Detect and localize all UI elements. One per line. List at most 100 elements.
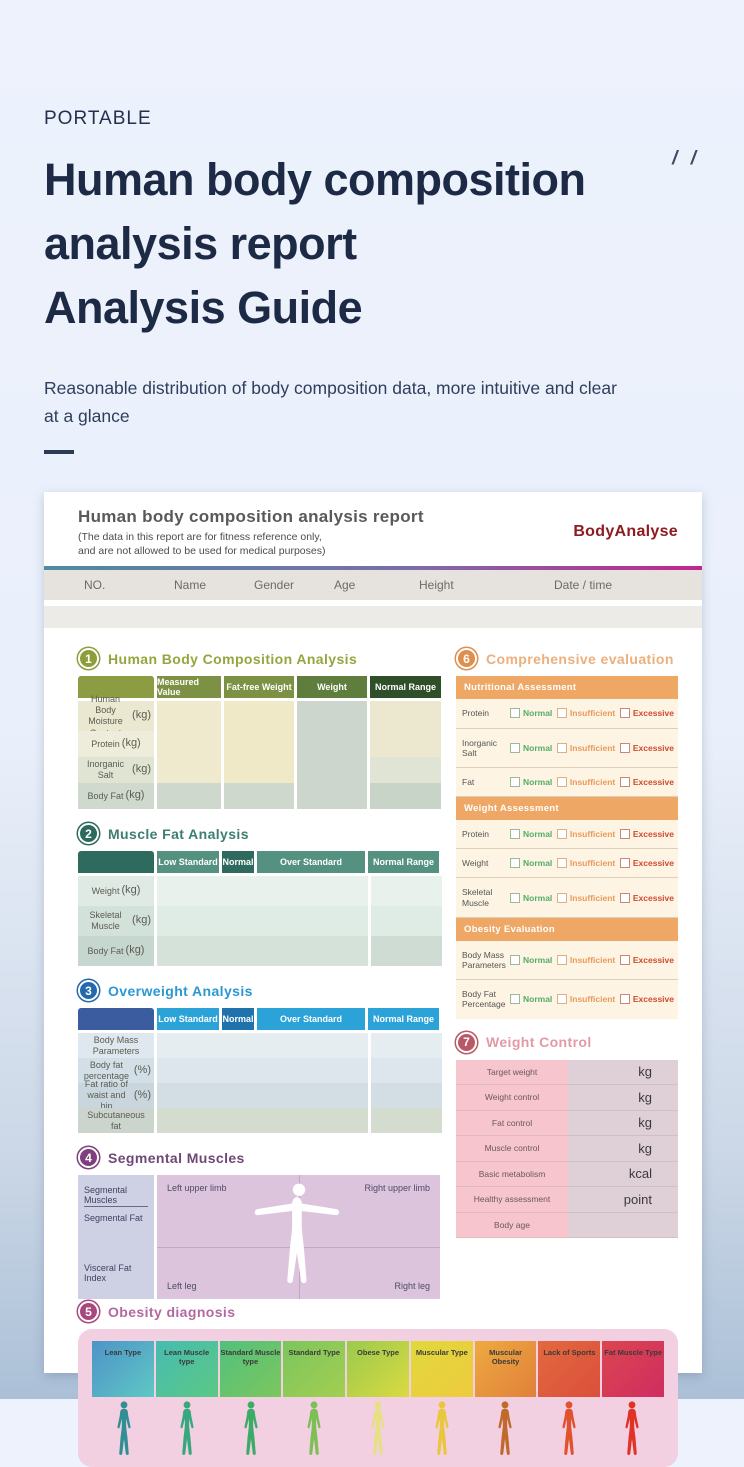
gradient-divider <box>44 566 702 571</box>
eval-row-protein2: Protein Normal Insufficient Excessive <box>456 820 678 850</box>
row-protein: Protein (kg) <box>78 731 154 758</box>
checkbox-insufficient: Insufficient <box>556 777 615 787</box>
eval-row-protein: Protein Normal Insufficient Excessive <box>456 699 678 729</box>
page-title-line3: Analysis Guide <box>44 281 363 333</box>
section2-body: Weight (kg) Skeletal Muscle (kg) Body Fat(… <box>78 876 442 967</box>
person-figure-icon <box>301 1401 327 1457</box>
field-gender: Gender <box>254 578 295 593</box>
checkbox-normal: Normal <box>510 994 552 1005</box>
section6-number: 6 <box>456 648 477 670</box>
section2-header-row: Low Standard Normal Over Standard Normal… <box>78 851 440 874</box>
section-overweight: 3 Overweight Analysis Low Standard Norma… <box>78 980 442 1134</box>
tile-standard-muscle: Standard Muscle type <box>219 1341 282 1398</box>
obesity-figures <box>92 1401 664 1457</box>
row-body-fat: Body Fat (kg) <box>78 783 154 810</box>
tile-muscular-obesity: Muscular Obesity <box>474 1341 537 1398</box>
section5-number: 5 <box>78 1301 99 1323</box>
label-left-upper-limb: Left upper limb <box>167 1183 227 1194</box>
section7-title: Weight Control <box>486 1034 592 1051</box>
section3-header-row: Low Standard Normal Over Standard Normal… <box>78 1008 440 1031</box>
report-title: Human body composition analysis report <box>78 507 424 526</box>
band-nutritional: Nutritional Assessment <box>456 676 678 700</box>
col-normal: Normal <box>222 851 254 874</box>
cells-fat-free-weight <box>224 701 294 810</box>
tile-standard: Standard Type <box>283 1341 346 1398</box>
checkbox-insufficient: Insufficient <box>556 858 615 869</box>
report-disclaimer: (The data in this report are for fitness… <box>78 530 424 558</box>
tile-fat-muscle: Fat Muscle Type <box>602 1341 665 1398</box>
checkbox-normal: Normal <box>510 742 552 753</box>
row-inorganic-salt: Inorganic Salt (kg) <box>78 757 154 784</box>
checkbox-normal: Normal <box>510 829 552 840</box>
section7-number: 7 <box>456 1031 477 1053</box>
checkbox-normal: Normal <box>510 858 552 869</box>
person-tpose-icon <box>251 1179 347 1287</box>
field-name: Name <box>174 578 207 593</box>
cells-normal-range <box>370 701 441 810</box>
label-right-leg: Right leg <box>394 1281 430 1292</box>
row-body-fat: Body Fat (kg) <box>78 936 154 967</box>
cells-measured-value <box>157 701 221 810</box>
checkbox-excessive: Excessive <box>619 858 674 869</box>
section-weight-control: 7 Weight Control Target weight kg Weight … <box>456 1031 678 1239</box>
checkbox-normal: Normal <box>510 955 552 966</box>
checkbox-normal: Normal <box>510 777 552 787</box>
decor-slashes: / / <box>672 148 700 169</box>
field-age: Age <box>334 578 356 593</box>
section2-number: 2 <box>78 823 99 845</box>
section6-title: Comprehensive evaluation <box>486 650 674 667</box>
section-obesity-diagnosis: 5 Obesity diagnosis Lean Type Lean Muscl… <box>78 1301 678 1467</box>
person-figure-icon <box>238 1401 264 1457</box>
section3-number: 3 <box>78 980 99 1002</box>
section-evaluation: 6 Comprehensive evaluation Nutritional A… <box>456 648 678 1019</box>
page-title-line2: analysis report <box>44 217 357 269</box>
col-normal-range: Normal Range <box>368 1008 439 1031</box>
checkbox-excessive: Excessive <box>619 892 674 903</box>
obesity-tiles: Lean Type Lean Muscle type Standard Musc… <box>92 1341 665 1398</box>
label-right-upper-limb: Right upper limb <box>364 1183 430 1194</box>
evaluation-panel: Nutritional Assessment Protein Normal In… <box>456 676 678 1019</box>
segmental-diagram: Left upper limb Right upper limb Left le… <box>157 1175 440 1300</box>
col-over-standard: Over Standard <box>257 851 365 874</box>
checkbox-insufficient: Insufficient <box>556 708 615 719</box>
eval-row-bmi: Body Mass Parameters Normal Insufficient… <box>456 941 678 981</box>
section3-title: Overweight Analysis <box>108 982 253 999</box>
row-weight-control: Weight control kg <box>456 1085 678 1111</box>
eval-row-skeletal-muscle: Skeletal Muscle Normal Insufficient Exce… <box>456 878 678 918</box>
section1-title: Human Body Composition Analysis <box>108 650 358 667</box>
left-column: 1 Human Body Composition Analysis Measur… <box>78 640 442 1300</box>
label-segmental-muscles: Segmental Muscles <box>84 1185 148 1208</box>
col-normal-range: Normal Range <box>370 676 441 699</box>
tile-lack-of-sports: Lack of Sports <box>538 1341 601 1398</box>
row-waist-hip: Fat ratio of waist and hip (%) <box>78 1079 154 1111</box>
cells-standard-range <box>157 876 368 967</box>
row-fat-control: Fat control kg <box>456 1110 678 1137</box>
checkbox-normal: Normal <box>510 708 552 719</box>
checkbox-normal: Normal <box>510 892 552 903</box>
brand-logo: BodyAnalyse <box>573 523 678 540</box>
field-datetime: Date / time <box>554 578 613 593</box>
col-normal: Normal <box>222 1008 254 1031</box>
tile-lean-type: Lean Type <box>92 1341 154 1398</box>
label-segmental-fat: Segmental Fat <box>84 1213 143 1224</box>
row-target-weight: Target weight kg <box>456 1059 678 1086</box>
row-bmi: Body Mass Parameters <box>78 1033 154 1059</box>
right-column: 6 Comprehensive evaluation Nutritional A… <box>456 640 678 1291</box>
eyebrow: PORTABLE <box>44 108 152 129</box>
field-no: NO. <box>84 578 106 593</box>
col-normal-range: Normal Range <box>368 851 439 874</box>
checkbox-excessive: Excessive <box>619 708 674 719</box>
col-measured-value: Measured Value <box>157 676 221 699</box>
cells-normal-range <box>371 1033 442 1134</box>
col-low-standard: Low Standard <box>157 1008 219 1031</box>
report-card: Human body composition analysis report (… <box>44 492 702 1467</box>
hero-subtitle: Reasonable distribution of body composit… <box>44 377 617 426</box>
eval-row-inorganic-salt: Inorganic Salt Normal Insufficient Exces… <box>456 729 678 768</box>
row-body-fat-pct: Body fat percentage (%) <box>78 1058 154 1084</box>
section4-title: Segmental Muscles <box>108 1149 245 1166</box>
section3-body: Body Mass Parameters Body fat percentage… <box>78 1033 442 1134</box>
checkbox-insufficient: Insufficient <box>556 892 615 903</box>
page-title-line1: Human body composition <box>44 154 586 205</box>
checkbox-insufficient: Insufficient <box>556 994 615 1005</box>
